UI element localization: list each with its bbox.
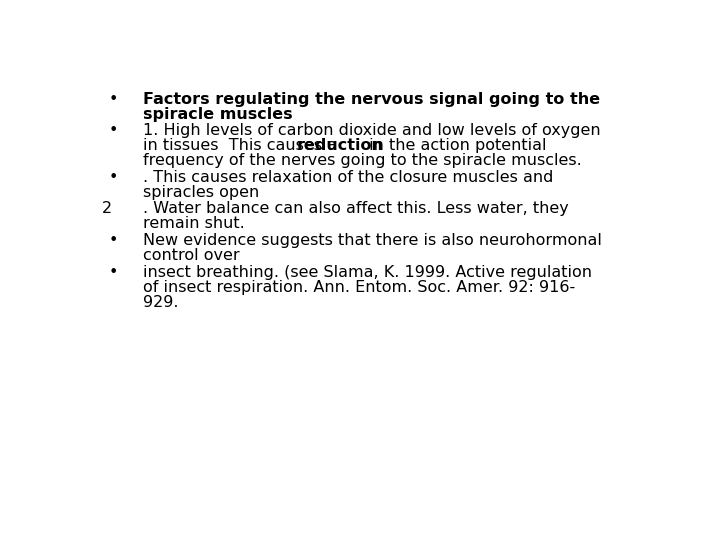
Text: in tissues  This causes a: in tissues This causes a bbox=[143, 138, 342, 153]
Text: 2: 2 bbox=[102, 201, 112, 217]
Text: •: • bbox=[109, 92, 118, 107]
Text: remain shut.: remain shut. bbox=[143, 217, 245, 232]
Text: in the action potential: in the action potential bbox=[364, 138, 547, 153]
Text: . This causes relaxation of the closure muscles and: . This causes relaxation of the closure … bbox=[143, 170, 553, 185]
Text: •: • bbox=[109, 265, 118, 280]
Text: reduction: reduction bbox=[297, 138, 384, 153]
Text: •: • bbox=[109, 123, 118, 138]
Text: 929.: 929. bbox=[143, 295, 179, 309]
Text: of insect respiration. Ann. Entom. Soc. Amer. 92: 916-: of insect respiration. Ann. Entom. Soc. … bbox=[143, 280, 575, 295]
Text: Factors regulating the nervous signal going to the: Factors regulating the nervous signal go… bbox=[143, 92, 600, 107]
Text: •: • bbox=[109, 170, 118, 185]
Text: spiracles open: spiracles open bbox=[143, 185, 259, 200]
Text: control over: control over bbox=[143, 248, 239, 263]
Text: •: • bbox=[109, 233, 118, 248]
Text: insect breathing. (see Slama, K. 1999. Active regulation: insect breathing. (see Slama, K. 1999. A… bbox=[143, 265, 592, 280]
Text: . Water balance can also affect this. Less water, they: . Water balance can also affect this. Le… bbox=[143, 201, 569, 217]
Text: 1. High levels of carbon dioxide and low levels of oxygen: 1. High levels of carbon dioxide and low… bbox=[143, 123, 600, 138]
Text: frequency of the nerves going to the spiracle muscles.: frequency of the nerves going to the spi… bbox=[143, 153, 582, 168]
Text: New evidence suggests that there is also neurohormonal: New evidence suggests that there is also… bbox=[143, 233, 602, 248]
Text: spiracle muscles: spiracle muscles bbox=[143, 107, 292, 122]
